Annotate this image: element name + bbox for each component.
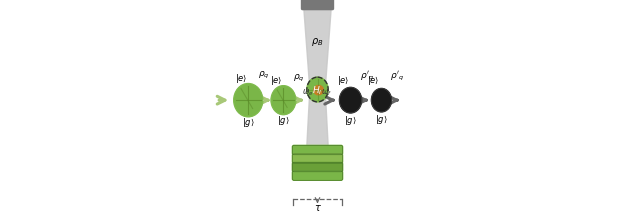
- Text: $|e\rangle$: $|e\rangle$: [367, 74, 380, 87]
- Ellipse shape: [340, 87, 361, 113]
- Polygon shape: [304, 6, 331, 166]
- Text: $\rho_q$: $\rho_q$: [258, 70, 269, 81]
- FancyBboxPatch shape: [302, 0, 333, 10]
- Text: $|g\rangle$: $|g\rangle$: [277, 114, 290, 127]
- Text: $|e\rangle$: $|e\rangle$: [271, 74, 283, 87]
- Text: $\rho_q$: $\rho_q$: [293, 73, 305, 84]
- Ellipse shape: [271, 86, 296, 115]
- Text: $H_I$: $H_I$: [312, 84, 323, 97]
- Ellipse shape: [371, 88, 391, 112]
- FancyBboxPatch shape: [292, 162, 343, 172]
- Text: $|e\rangle$: $|e\rangle$: [234, 72, 247, 85]
- FancyBboxPatch shape: [304, 165, 331, 180]
- FancyBboxPatch shape: [292, 171, 343, 180]
- Ellipse shape: [234, 83, 263, 117]
- Text: $\omega_e$: $\omega_e$: [302, 88, 314, 98]
- Ellipse shape: [307, 77, 328, 102]
- Text: $|e\rangle$: $|e\rangle$: [337, 74, 349, 87]
- Text: $|g\rangle$: $|g\rangle$: [344, 114, 357, 127]
- Text: $|g\rangle$: $|g\rangle$: [375, 113, 388, 126]
- Text: $\rho_B$: $\rho_B$: [311, 36, 324, 48]
- FancyBboxPatch shape: [292, 145, 343, 155]
- Text: $\rho'_q$: $\rho'_q$: [359, 70, 374, 83]
- Text: $\tau$: $\tau$: [314, 203, 321, 213]
- Text: $|g\rangle$: $|g\rangle$: [242, 116, 255, 129]
- Text: $\omega_f$: $\omega_f$: [321, 88, 332, 98]
- FancyBboxPatch shape: [292, 154, 343, 163]
- Text: $\rho'_q$: $\rho'_q$: [391, 70, 404, 83]
- Ellipse shape: [314, 85, 323, 95]
